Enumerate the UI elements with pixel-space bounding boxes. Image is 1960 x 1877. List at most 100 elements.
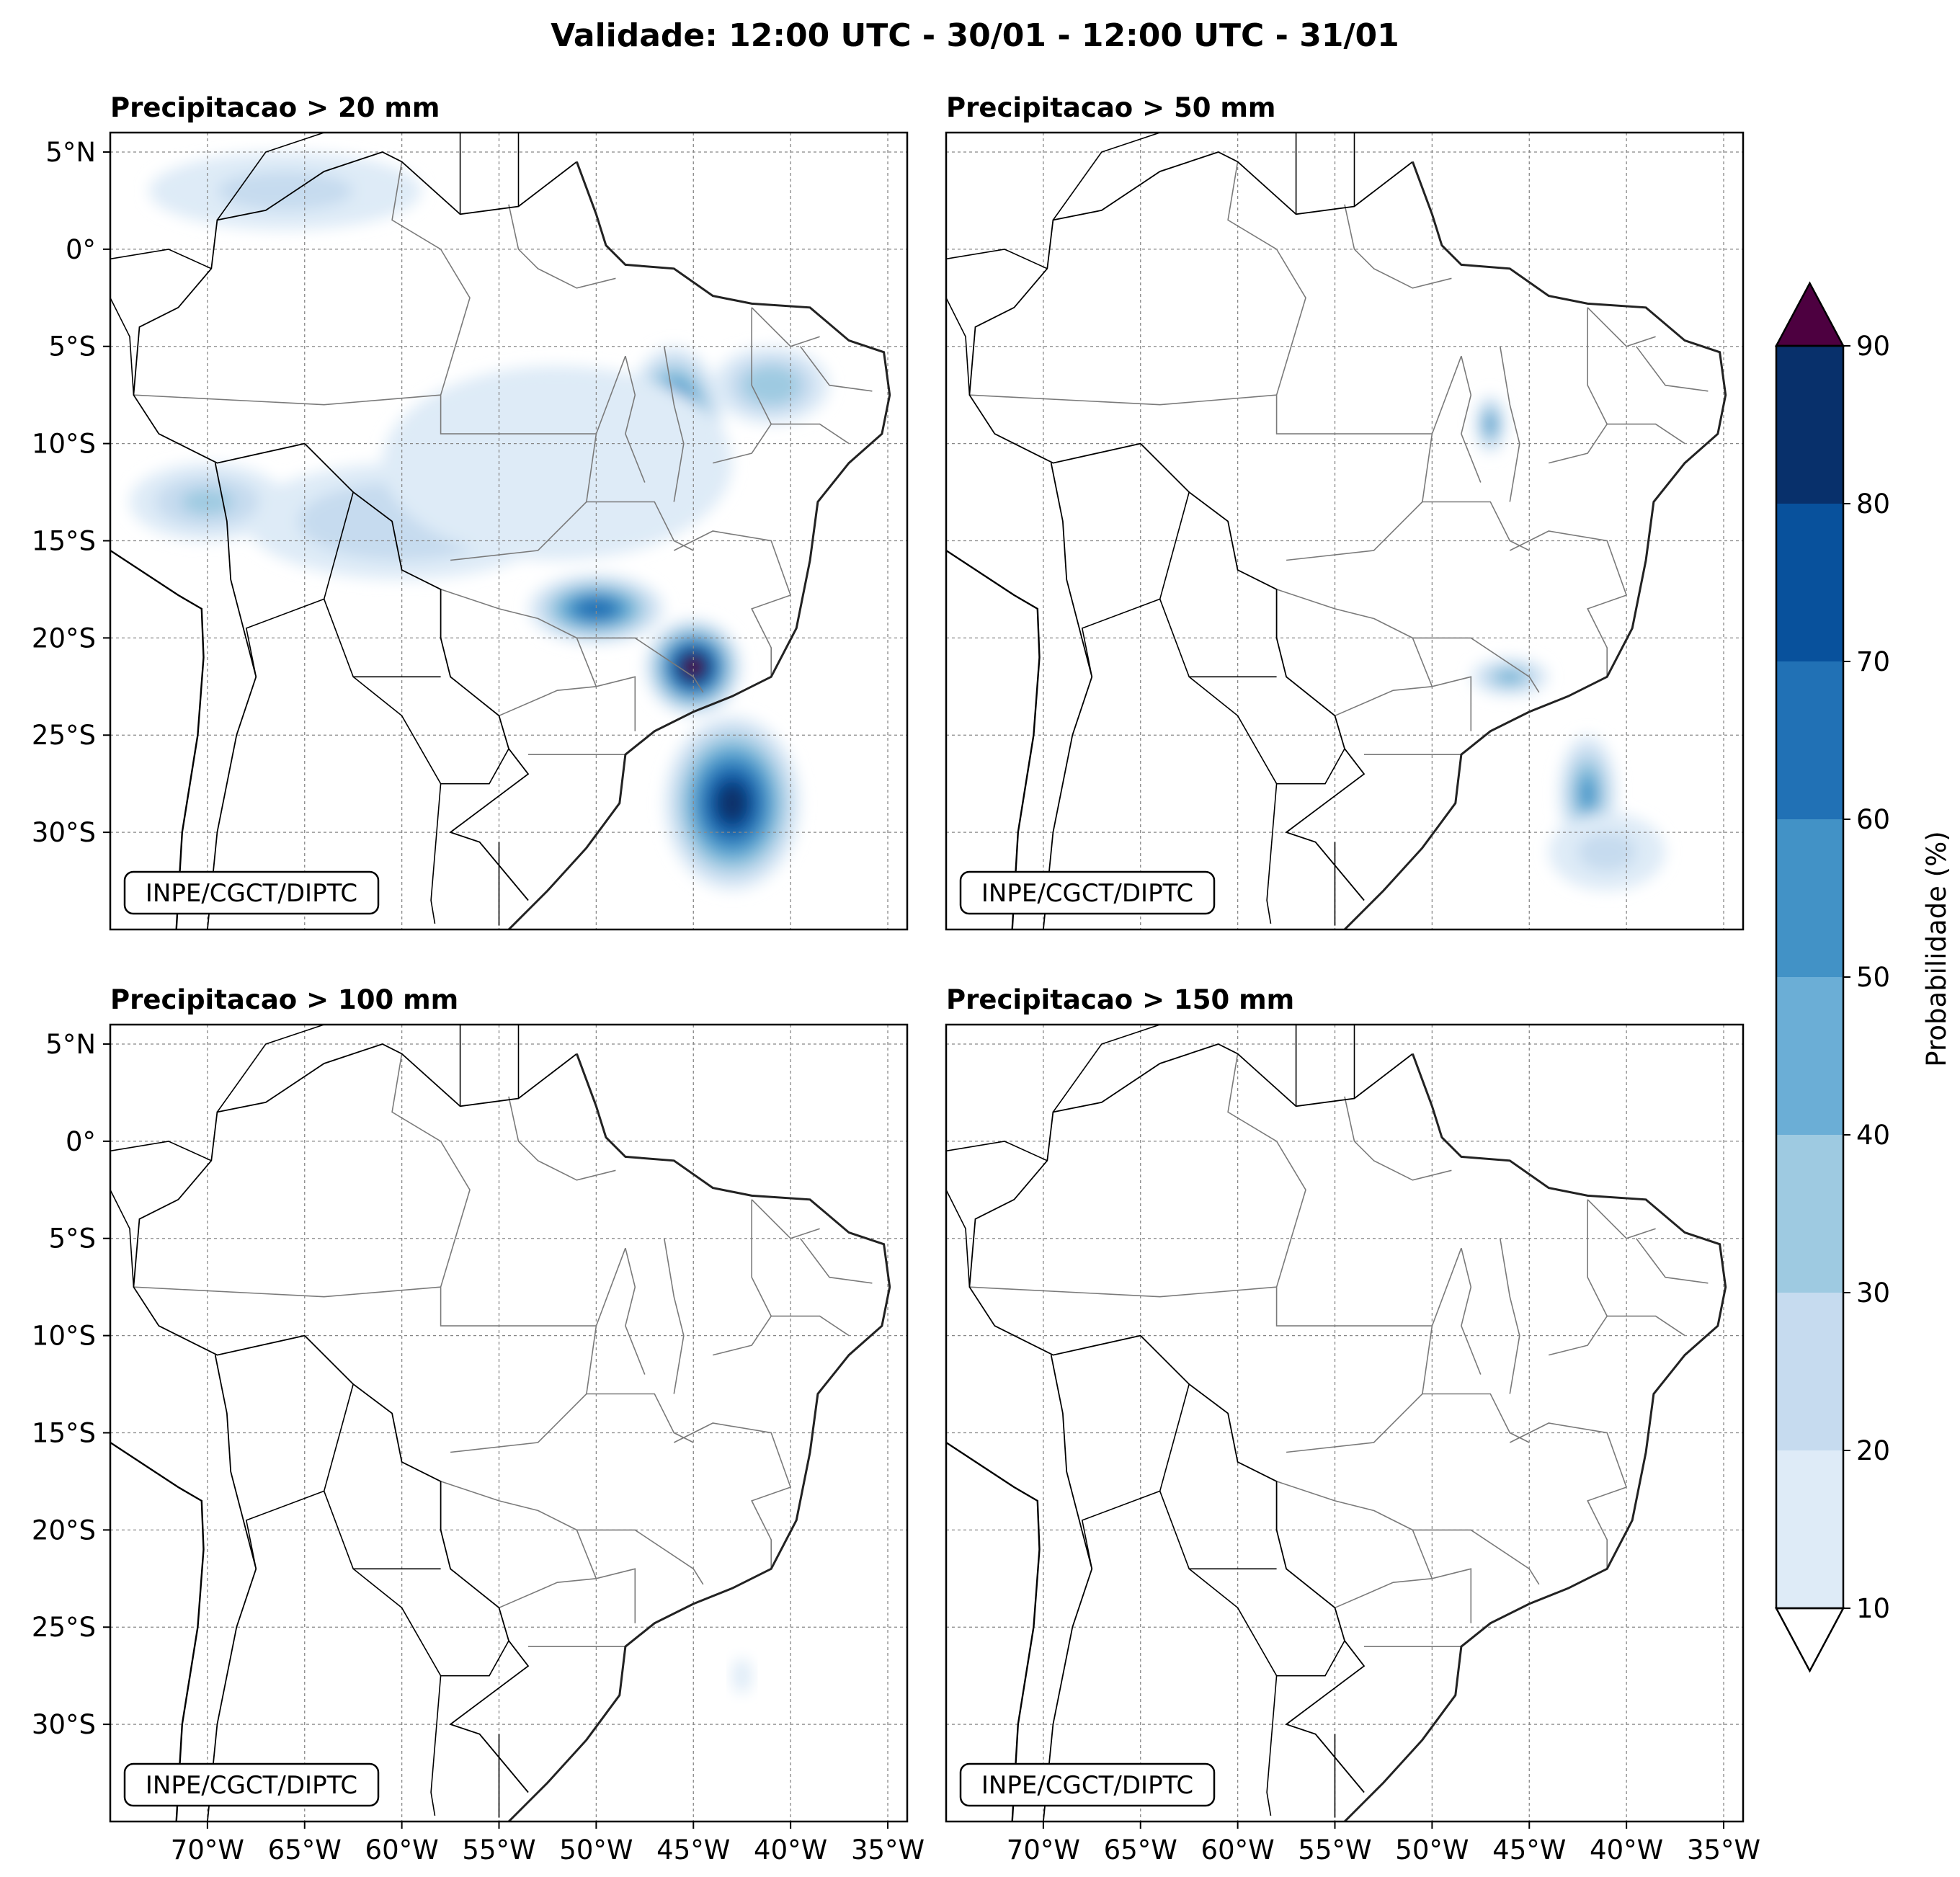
probability-contour — [1582, 782, 1594, 806]
lat-tick-label: 15°S — [32, 525, 96, 556]
state-border — [969, 1286, 1277, 1298]
brazil-border — [133, 151, 577, 901]
probability-field — [732, 1658, 752, 1693]
state-border — [1227, 161, 1306, 396]
state-border — [799, 1238, 873, 1284]
lon-tick-label: 70°W — [171, 1834, 244, 1865]
probability-contour — [757, 375, 786, 396]
country-border — [207, 463, 257, 929]
state-border — [440, 589, 538, 620]
lat-tick-label: 5°N — [45, 137, 96, 168]
state-border — [1412, 1530, 1472, 1623]
map-panel: Precipitacao > 50 mm INPE/CGCT/DIPTC — [945, 92, 1745, 931]
country-border — [430, 783, 442, 924]
state-border — [1587, 594, 1627, 677]
colorbar-tick-label: 40 — [1856, 1120, 1890, 1151]
lat-tick-label: 20°S — [32, 623, 96, 654]
colorbar-tick-label: 50 — [1856, 962, 1890, 993]
boundaries — [110, 1025, 891, 1822]
colorbar-segment — [1776, 1293, 1843, 1450]
state-border — [625, 1248, 646, 1375]
colorbar-tick-label: 60 — [1856, 804, 1890, 835]
credit-box: INPE/CGCT/DIPTC — [959, 1762, 1216, 1807]
lat-tick-label: 10°S — [32, 1321, 96, 1352]
state-border — [440, 1481, 538, 1512]
lat-tick-label: 15°S — [32, 1417, 96, 1448]
lat-tick-label: 0° — [66, 1126, 96, 1157]
country-border — [946, 1189, 971, 1288]
panel-title: Precipitacao > 50 mm — [946, 92, 1275, 123]
credit-box: INPE/CGCT/DIPTC — [123, 870, 380, 915]
state-border — [576, 1530, 636, 1623]
state-border — [576, 638, 636, 731]
figure-title: Validade: 12:00 UTC - 30/01 - 12:00 UTC … — [551, 17, 1399, 54]
country-border — [946, 249, 1048, 269]
lon-tick-label: 40°W — [754, 1834, 827, 1865]
state-border — [1607, 423, 1685, 445]
credit-text: INPE/CGCT/DIPTC — [981, 1771, 1193, 1800]
lat-tick-label: 30°S — [32, 1709, 96, 1740]
state-border — [664, 1238, 685, 1394]
probability-contour — [217, 171, 354, 210]
country-border — [1081, 1490, 1160, 1569]
state-border — [508, 1096, 616, 1181]
state-border — [1635, 346, 1709, 392]
lon-tick-label: 65°W — [268, 1834, 342, 1865]
credit-text: INPE/CGCT/DIPTC — [146, 1771, 357, 1800]
state-border — [771, 423, 850, 445]
country-border — [323, 1383, 441, 1570]
coastline — [946, 549, 1041, 929]
colorbar-segment — [1776, 346, 1843, 504]
coastline — [1343, 1053, 1727, 1822]
map-panel: Precipitacao > 20 mm INPE/CGCT/DIPTC 5°N 0°… — [32, 92, 909, 931]
coastline — [1343, 161, 1727, 929]
state-border — [799, 346, 873, 392]
brazil-border — [133, 1043, 577, 1793]
state-border — [625, 356, 646, 483]
panel-frame — [109, 131, 909, 931]
probability-contour — [1487, 418, 1494, 430]
country-border — [245, 1490, 324, 1569]
state-border — [133, 1286, 441, 1298]
state-border — [499, 686, 597, 717]
lon-tick-label: 45°W — [656, 1834, 730, 1865]
lon-tick-label: 60°W — [1201, 1834, 1275, 1865]
state-border — [664, 346, 685, 502]
lon-tick-label: 65°W — [1104, 1834, 1177, 1865]
state-border — [1373, 618, 1540, 693]
country-border — [1081, 598, 1160, 677]
lat-tick-label: 5°S — [48, 331, 96, 362]
state-border — [673, 1422, 791, 1488]
lat-tick-label: 5°S — [48, 1223, 96, 1254]
colorbar-label: Probabilidade (%) — [1921, 831, 1952, 1066]
map-panel: Precipitacao > 100 mm INPE/CGCT/DIPTC 5°N 0… — [32, 984, 925, 1865]
credit-box: INPE/CGCT/DIPTC — [123, 1762, 380, 1807]
state-border — [391, 161, 471, 396]
lon-tick-label: 50°W — [1395, 1834, 1469, 1865]
gridlines — [946, 1025, 1743, 1822]
lon-tick-label: 35°W — [851, 1834, 925, 1865]
state-border — [1286, 433, 1433, 561]
panel-frame — [945, 131, 1745, 931]
country-border — [430, 1675, 442, 1816]
lon-tick-label: 45°W — [1492, 1834, 1566, 1865]
state-border — [1509, 1422, 1627, 1488]
country-border — [245, 598, 324, 677]
state-border — [673, 530, 791, 596]
coastline — [946, 1441, 1041, 1822]
state-border — [1335, 1578, 1433, 1609]
credit-text: INPE/CGCT/DIPTC — [146, 879, 357, 908]
state-border — [1344, 204, 1452, 289]
probability-contour — [732, 1658, 752, 1693]
country-border — [1052, 133, 1160, 220]
state-border — [1500, 346, 1520, 502]
country-border — [110, 249, 212, 269]
state-border — [751, 594, 791, 677]
probability-contour — [683, 657, 703, 677]
map-panel: Precipitacao > 150 mm INPE/CGCT/DIPTC 70°W… — [945, 984, 1760, 1865]
probability-field — [1471, 395, 1666, 891]
country-border — [207, 1355, 257, 1822]
state-border — [1509, 530, 1627, 596]
colorbar-over-extend — [1774, 281, 1845, 347]
lat-tick-label: 0° — [66, 234, 96, 265]
